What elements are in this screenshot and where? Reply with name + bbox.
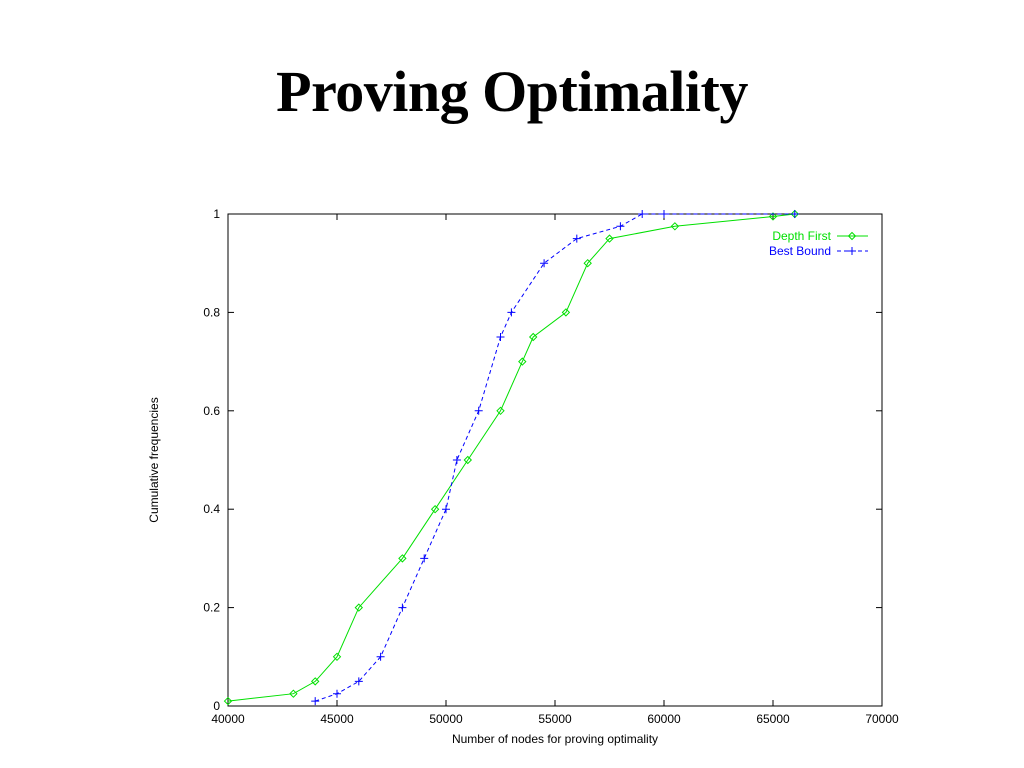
series-layer	[223, 209, 800, 706]
slide-title: Proving Optimality	[276, 59, 748, 124]
legend-marker-best-bound	[848, 247, 856, 255]
y-tick-label: 1	[213, 207, 220, 221]
data-point-best-bound	[398, 603, 407, 612]
legend-marker-depth-first	[847, 231, 857, 241]
axis-ticks: 40000 45000 50000 55000 60000 65000 70000 0 0.2 0…	[203, 207, 899, 726]
x-tick-label: 45000	[320, 712, 354, 726]
data-point-best-bound	[474, 406, 483, 415]
data-point-depth-first	[310, 677, 320, 686]
x-tick-label: 70000	[865, 712, 899, 726]
data-point-depth-first	[398, 554, 407, 563]
data-point-best-bound	[660, 210, 668, 218]
data-point-depth-first	[430, 504, 440, 514]
data-point-depth-first	[518, 357, 527, 366]
data-point-depth-first	[670, 222, 680, 231]
y-tick-label: 0.8	[203, 305, 220, 319]
x-tick-label: 40000	[211, 712, 245, 726]
series-line-best-bound	[315, 213, 795, 702]
data-point-best-bound	[311, 697, 320, 706]
y-tick-label: 0.2	[203, 601, 220, 615]
x-axis-label: Number of nodes for proving optimality	[452, 732, 658, 746]
data-point-depth-first	[223, 696, 233, 706]
data-point-depth-first	[605, 234, 614, 243]
data-point-best-bound	[540, 259, 549, 268]
y-tick-label: 0.6	[203, 404, 220, 418]
data-point-depth-first	[354, 603, 364, 612]
series-line-depth-first	[227, 213, 795, 702]
data-point-best-bound	[333, 689, 341, 698]
data-point-best-bound	[354, 677, 363, 686]
data-point-depth-first	[561, 308, 571, 317]
data-point-best-bound	[507, 308, 516, 317]
data-point-depth-first	[463, 455, 473, 465]
x-tick-label: 55000	[538, 712, 572, 726]
data-point-best-bound	[452, 456, 461, 464]
data-point-depth-first	[528, 332, 538, 342]
x-tick-label: 60000	[647, 712, 681, 726]
data-point-depth-first	[332, 652, 342, 662]
data-point-best-bound	[572, 234, 581, 243]
legend-label-depth-first: Depth First	[772, 229, 831, 243]
data-point-depth-first	[768, 212, 778, 221]
y-tick-label: 0	[213, 699, 220, 713]
data-point-depth-first	[289, 689, 298, 698]
y-axis-label: Cumulative frequencies	[147, 397, 161, 522]
data-point-depth-first	[583, 258, 592, 268]
data-point-best-bound	[790, 210, 799, 218]
x-tick-label: 65000	[756, 712, 790, 726]
data-point-best-bound	[638, 210, 647, 218]
legend-label-best-bound: Best Bound	[769, 244, 831, 258]
x-tick-label: 50000	[429, 712, 463, 726]
y-tick-label: 0.4	[203, 502, 220, 516]
plot-frame	[227, 213, 883, 707]
data-point-depth-first	[496, 406, 505, 416]
data-point-best-bound	[442, 505, 450, 514]
data-point-best-bound	[496, 333, 505, 341]
data-point-best-bound	[376, 652, 385, 661]
data-point-best-bound	[616, 222, 625, 231]
data-point-best-bound	[420, 554, 429, 563]
